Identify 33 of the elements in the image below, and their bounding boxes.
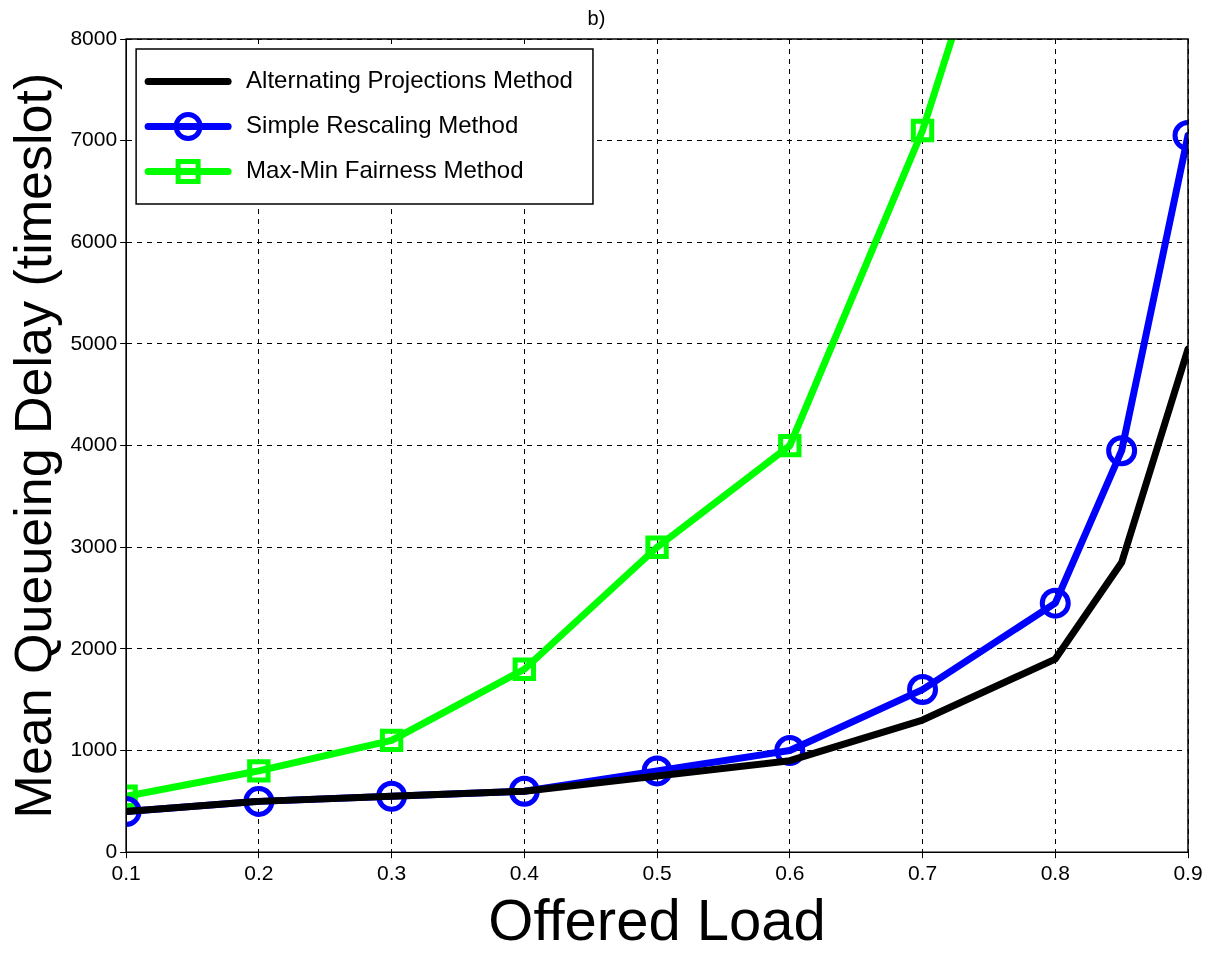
- x-tick-label: 0.6: [775, 860, 805, 884]
- point: [1039, 587, 1071, 619]
- y-axis-title: Mean Queueing Delay (timeslot): [3, 72, 62, 819]
- x-tick-label: 0.1: [111, 860, 141, 884]
- y-tick-label: 8000: [70, 25, 118, 49]
- y-tick-label: 3000: [70, 534, 118, 558]
- y-tick-label: 0: [105, 839, 118, 862]
- chart-title: b): [587, 6, 606, 29]
- point: [247, 759, 271, 783]
- point: [910, 118, 935, 143]
- x-axis-title: Offered Load: [488, 887, 826, 953]
- x-tick-label: 0.2: [244, 860, 274, 884]
- point: [1106, 435, 1138, 467]
- point: [512, 657, 537, 681]
- point: [379, 728, 404, 753]
- legend-label: Alternating Projections Method: [246, 66, 573, 94]
- point: [907, 674, 939, 706]
- x-tick-label: 0.4: [509, 860, 540, 884]
- point: [645, 535, 669, 559]
- y-tick-label: 7000: [70, 127, 118, 151]
- y-tick-label: 5000: [70, 330, 118, 354]
- y-tick-label: 1000: [70, 737, 118, 761]
- point: [778, 433, 802, 458]
- y-tick-label: 4000: [70, 432, 118, 456]
- y-tick-label: 2000: [70, 635, 118, 659]
- x-tick-label: 0.5: [642, 860, 672, 884]
- legend-label: Simple Rescaling Method: [246, 111, 519, 139]
- x-tick-label: 0.7: [907, 860, 938, 884]
- legend-label: Max-Min Fairness Method: [246, 156, 524, 184]
- x-tick-label: 0.3: [376, 860, 407, 884]
- x-tick-label: 0.9: [1173, 860, 1203, 884]
- y-tick-label: 6000: [70, 229, 118, 253]
- x-tick-label: 0.8: [1040, 860, 1070, 884]
